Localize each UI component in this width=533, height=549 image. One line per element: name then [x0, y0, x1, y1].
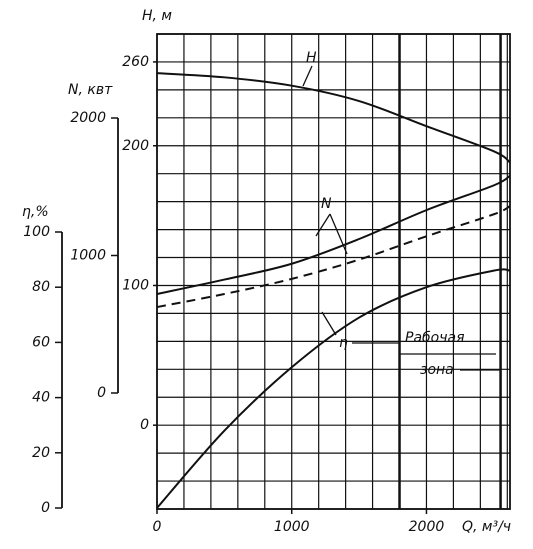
y3-tick-label: 80	[32, 279, 50, 295]
work-zone-label: Рабочая	[405, 330, 465, 346]
y2-tick-label: 1000	[70, 248, 106, 264]
plot-border	[156, 33, 511, 510]
annotation: η	[339, 335, 348, 351]
y3-tick-label: 0	[41, 500, 50, 516]
annotation: N	[321, 196, 332, 212]
y3-axis-label: η,%	[22, 204, 49, 220]
y-tick-label: 0	[140, 417, 149, 433]
leader	[329, 213, 348, 255]
y-tick-label: 200	[122, 138, 149, 154]
x-tick-label: 0	[153, 519, 162, 535]
x-tick-label: 2000	[409, 519, 445, 535]
leader-lines	[302, 65, 500, 371]
curve	[156, 174, 511, 295]
annotation: H	[306, 50, 317, 66]
y2-tick-label: 0	[97, 385, 106, 401]
y2-tick-label: 2000	[70, 110, 106, 126]
y3-tick-label: 100	[23, 224, 50, 240]
curve	[156, 205, 511, 309]
leader	[321, 311, 337, 336]
y2-axis-label: N, квт	[68, 82, 113, 98]
y3-tick-label: 40	[32, 390, 50, 406]
y3-tick-label: 60	[32, 334, 50, 350]
work-zone-label: зона	[420, 362, 454, 378]
y3-tick-label: 20	[32, 445, 50, 461]
x-tick-label: 1000	[274, 519, 310, 535]
curve	[156, 268, 511, 509]
y-tick-label: 260	[122, 54, 149, 70]
y-axis-label: H, м	[142, 8, 172, 24]
y-tick-label: 100	[122, 277, 149, 293]
curve	[156, 72, 511, 164]
leader	[302, 65, 313, 87]
x-axis-label: Q, м³/ч	[462, 519, 511, 535]
